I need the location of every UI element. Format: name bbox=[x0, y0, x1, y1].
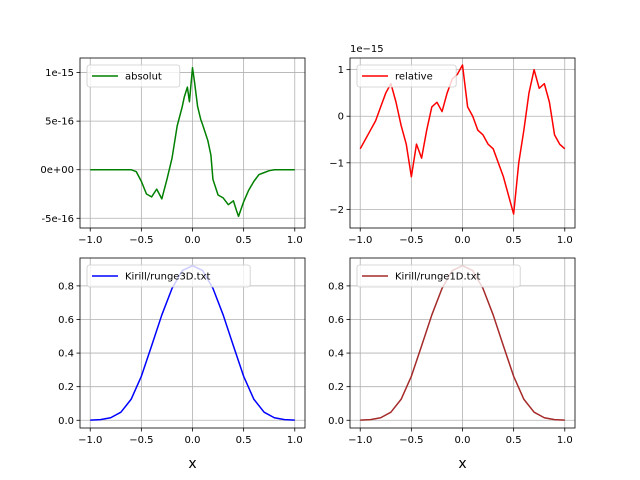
panel-bottom-right: −1.0 −0.5 0.0 0.5 1.0 0.0 0.2 0.4 0.6 0.8 x Kirill/… bbox=[328, 257, 576, 472]
y-tick-label: 1 bbox=[338, 65, 344, 76]
y-tick-label: 0.8 bbox=[328, 281, 344, 292]
y-tick-label: 5e-16 bbox=[45, 117, 74, 128]
x-axis-label: x bbox=[458, 456, 466, 472]
legend-label: relative bbox=[395, 72, 433, 83]
y-tick-label: −1 bbox=[329, 158, 344, 169]
panel-top-left: −1.0 −0.5 0.0 0.5 1.0 -5e-16 0e+00 5e-16 1e-15 ab… bbox=[40, 57, 306, 246]
legend-box bbox=[356, 64, 457, 88]
x-tick-label: −0.5 bbox=[399, 235, 423, 246]
x-tick-label: 0.0 bbox=[185, 235, 201, 246]
y-tick-label: 0.4 bbox=[328, 349, 344, 360]
panel-bottom-left: −1.0 −0.5 0.0 0.5 1.0 0.0 0.2 0.4 0.6 0.8 x Kirill/… bbox=[58, 257, 306, 472]
y-tick-label: 0e+00 bbox=[40, 165, 74, 176]
legend-label: Kirill/runge3D.txt bbox=[125, 272, 211, 283]
legend: relative bbox=[356, 64, 457, 88]
legend: absolut bbox=[86, 64, 181, 88]
y-tick-label: 0.2 bbox=[328, 382, 344, 393]
x-tick-label: 0.0 bbox=[455, 435, 471, 446]
x-tick-label: 0.5 bbox=[506, 235, 522, 246]
y-tick-label: 0.6 bbox=[58, 315, 74, 326]
legend-box bbox=[86, 64, 181, 88]
y-tick-label: 0.4 bbox=[58, 349, 74, 360]
legend-label: absolut bbox=[125, 72, 162, 83]
x-tick-label: 1.0 bbox=[287, 235, 303, 246]
y-tick-label: 0 bbox=[338, 112, 344, 123]
x-tick-label: 1.0 bbox=[557, 435, 573, 446]
legend: Kirill/runge1D.txt bbox=[356, 264, 521, 288]
series-line-0 bbox=[359, 64, 566, 215]
y-tick-label: 0.0 bbox=[328, 416, 344, 427]
y-tick-label: 0.0 bbox=[58, 416, 74, 427]
x-tick-label: −0.5 bbox=[129, 435, 153, 446]
x-tick-label: 0.0 bbox=[185, 435, 201, 446]
y-tick-label: 0.8 bbox=[58, 281, 74, 292]
x-tick-label: 1.0 bbox=[287, 435, 303, 446]
y-offset-label: 1e−15 bbox=[350, 44, 384, 55]
x-tick-label: −1.0 bbox=[348, 235, 372, 246]
legend: Kirill/runge3D.txt bbox=[86, 264, 251, 288]
series-line-0 bbox=[90, 66, 295, 218]
x-tick-label: 1.0 bbox=[557, 235, 573, 246]
y-tick-label: 0.2 bbox=[58, 382, 74, 393]
x-tick-label: 0.5 bbox=[236, 235, 252, 246]
y-tick-label: 1e-15 bbox=[45, 68, 74, 79]
x-axis-label: x bbox=[188, 456, 196, 472]
x-tick-label: 0.0 bbox=[455, 235, 471, 246]
y-tick-label: -5e-16 bbox=[42, 214, 74, 225]
x-tick-label: 0.5 bbox=[236, 435, 252, 446]
legend-label: Kirill/runge1D.txt bbox=[395, 272, 481, 283]
legend-box bbox=[86, 264, 251, 288]
y-tick-label: −2 bbox=[329, 205, 344, 216]
panel-top-right: −1.0 −0.5 0.0 0.5 1.0 −2 −1 0 1 1e−15 relative bbox=[329, 44, 576, 246]
x-tick-label: −0.5 bbox=[399, 435, 423, 446]
x-tick-label: −0.5 bbox=[129, 235, 153, 246]
legend-box bbox=[356, 264, 521, 288]
x-tick-label: 0.5 bbox=[506, 435, 522, 446]
x-tick-label: −1.0 bbox=[78, 435, 102, 446]
x-tick-label: −1.0 bbox=[348, 435, 372, 446]
x-tick-label: −1.0 bbox=[78, 235, 102, 246]
y-tick-label: 0.6 bbox=[328, 315, 344, 326]
